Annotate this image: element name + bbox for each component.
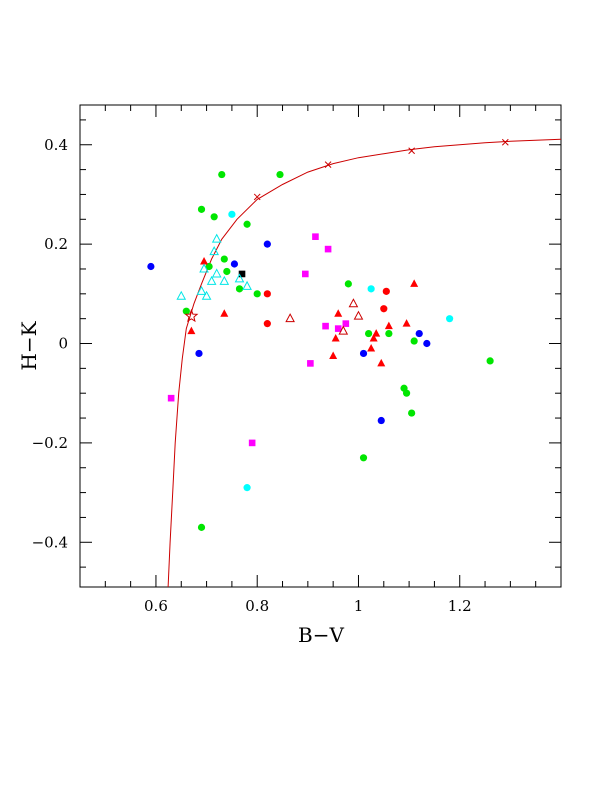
data-point [377, 416, 385, 425]
data-point [410, 279, 419, 287]
curve-marker [253, 193, 261, 201]
data-point [415, 329, 423, 338]
data-point [486, 357, 494, 365]
data-point [402, 319, 411, 327]
data-point [223, 267, 231, 276]
data-point [307, 360, 314, 367]
data-point [197, 205, 206, 213]
curve-marker [408, 147, 415, 155]
data-point [334, 325, 342, 332]
data-point [348, 298, 359, 308]
data-point [322, 322, 329, 330]
y-axis-title: H−K [17, 320, 41, 370]
data-point [263, 240, 271, 248]
curve-marker [501, 138, 509, 146]
data-point [385, 329, 393, 338]
data-point [367, 343, 376, 352]
data-point [338, 325, 349, 335]
y-tick-label: 0 [58, 335, 68, 353]
data-point [382, 287, 390, 295]
data-point [359, 349, 368, 358]
data-point [367, 285, 375, 293]
data-point [344, 280, 352, 288]
data-point [380, 305, 388, 313]
data-point [446, 315, 454, 323]
data-point [238, 270, 246, 278]
data-point [408, 409, 416, 417]
data-point [210, 213, 218, 221]
data-point [377, 358, 386, 367]
data-point [197, 523, 206, 531]
data-point [369, 334, 378, 342]
data-point [176, 290, 187, 300]
data-point [220, 309, 229, 317]
data-point [220, 255, 228, 263]
model-curve [167, 138, 562, 588]
data-point [184, 308, 199, 323]
data-point [334, 309, 343, 317]
data-point [402, 389, 411, 397]
data-point [253, 290, 261, 298]
axis-ticks [79, 105, 562, 587]
x-tick-label: 1 [354, 597, 364, 615]
y-tick-label: −0.4 [32, 533, 68, 551]
data-point [384, 321, 393, 330]
data-point [211, 233, 222, 243]
data-point [182, 307, 190, 315]
curve-line [167, 138, 562, 588]
data-point [263, 320, 271, 328]
data-point [329, 351, 338, 359]
x-tick-label: 0.6 [144, 597, 168, 615]
y-tick-label: 0.4 [44, 136, 68, 154]
data-point [234, 273, 245, 283]
data-point [423, 339, 431, 348]
data-point [276, 170, 284, 179]
data-point [248, 439, 256, 447]
y-tick-label: 0.2 [44, 235, 68, 253]
data-point [302, 270, 309, 278]
x-tick-label: 1.2 [448, 597, 472, 615]
x-axis-title: B−V [298, 623, 344, 647]
data-point [342, 320, 350, 327]
x-tick-label: 0.8 [245, 597, 269, 615]
data-point [219, 275, 230, 285]
data-point [209, 246, 220, 256]
data-point [206, 275, 217, 285]
data-points [147, 170, 494, 531]
data-point [199, 263, 209, 273]
data-point [372, 329, 381, 337]
data-point [243, 220, 251, 228]
data-point [218, 170, 226, 179]
tick-labels: 0.6 0.8 1 1.2 0.4 0.2 0 −0.2 −0.4 [32, 136, 472, 615]
data-point [235, 285, 244, 293]
data-point [195, 349, 203, 358]
data-point [230, 260, 239, 268]
data-point [201, 290, 212, 300]
data-point [263, 290, 271, 298]
data-point [228, 210, 236, 218]
data-point [167, 394, 175, 402]
data-point [187, 326, 196, 335]
plot-frame [79, 104, 562, 588]
data-point [410, 337, 418, 345]
data-point [242, 280, 252, 290]
y-tick-label: −0.2 [32, 434, 68, 452]
data-point [211, 268, 222, 278]
data-point [205, 262, 213, 271]
data-point [353, 310, 364, 320]
data-point [365, 329, 373, 338]
data-point [324, 245, 332, 253]
data-point [243, 484, 251, 492]
data-point [147, 262, 155, 271]
data-point [200, 257, 209, 265]
data-point [196, 285, 207, 295]
data-point [312, 233, 319, 240]
curve-marker [324, 161, 332, 168]
data-point [285, 313, 295, 323]
data-point [331, 334, 340, 342]
data-point [359, 454, 368, 462]
